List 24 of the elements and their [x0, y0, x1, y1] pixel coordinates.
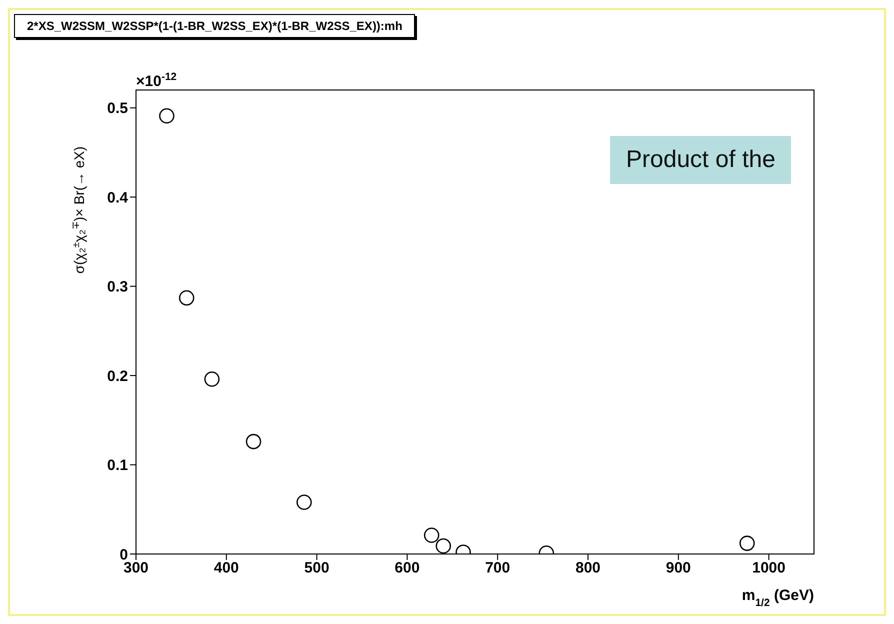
x-tick-label: 500 [304, 560, 330, 577]
x-tick-label: 800 [575, 560, 601, 577]
annotation: Product of the [626, 146, 776, 173]
point [204, 371, 220, 387]
y-tick-label: 0.1 [107, 457, 128, 474]
x-tick-label: 400 [214, 560, 239, 577]
x-axis-title: m$_{1/2}$ (GeV) [742, 587, 814, 609]
chart-title: 2*XS_W2SSM_W2SSP*(1-(1-BR_W2SS_EX)*(1-BR_W2SS_EX)):mh [14, 14, 416, 38]
point [739, 536, 755, 551]
x-tick-label: 600 [394, 560, 420, 577]
point [159, 108, 174, 124]
x-tick-label: 1000 [752, 560, 786, 577]
x-tick-label: 700 [485, 560, 510, 577]
annotation: ×10$^{-12}$ [136, 71, 177, 90]
y-tick-label: 0.3 [107, 278, 128, 296]
y-tick-label: 0.5 [107, 100, 128, 118]
point [178, 290, 194, 306]
point [246, 434, 262, 450]
point [296, 494, 312, 510]
y-tick-label: 0.4 [107, 189, 129, 206]
point [436, 538, 452, 554]
x-tick-label: 900 [666, 560, 691, 577]
y-tick-label: 0.2 [107, 368, 128, 385]
point [424, 528, 440, 543]
